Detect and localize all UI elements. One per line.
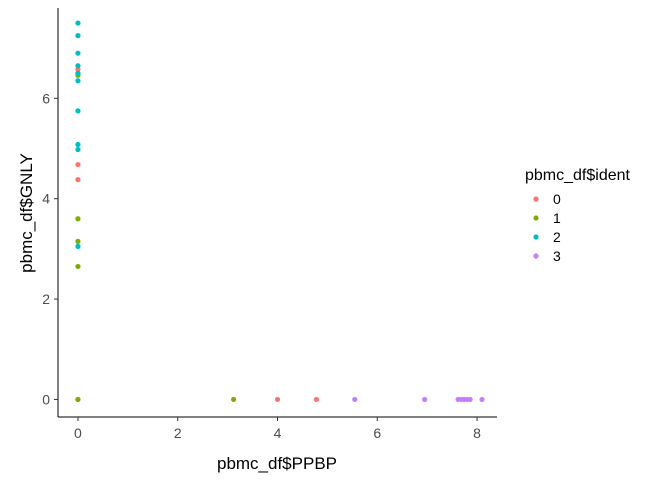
x-axis-ticks: 0 2 4 6 8 bbox=[74, 417, 481, 441]
x-tick-label-2: 4 bbox=[274, 425, 282, 441]
point-series-2-6 bbox=[75, 108, 81, 114]
y-tick-label-3: 6 bbox=[42, 90, 50, 106]
point-series-2-8 bbox=[75, 146, 81, 153]
legend-key-3 bbox=[533, 253, 539, 259]
y-axis-ticks: 0 2 4 6 bbox=[42, 90, 58, 407]
point-series-2-7 bbox=[75, 141, 81, 148]
point-series-3-0 bbox=[352, 396, 358, 403]
point-series-1-5 bbox=[231, 396, 237, 403]
point-series-1-2 bbox=[75, 238, 81, 244]
point-series-0-3 bbox=[75, 177, 81, 183]
point-series-1-3 bbox=[75, 263, 81, 270]
point-series-2-5 bbox=[75, 78, 81, 84]
legend-label-1: 1 bbox=[553, 210, 561, 226]
legend-title: pbmc_df$ident bbox=[525, 167, 631, 184]
x-axis-title: pbmc_df$PPBP bbox=[217, 454, 337, 473]
legend-key-1 bbox=[533, 215, 539, 221]
y-tick-label-0: 0 bbox=[42, 391, 50, 407]
x-tick-label-4: 8 bbox=[473, 425, 481, 441]
point-series-2-1 bbox=[75, 33, 81, 39]
legend-label-0: 0 bbox=[553, 191, 561, 207]
legend: pbmc_df$ident 0 1 2 3 bbox=[525, 167, 631, 264]
y-tick-label-2: 4 bbox=[42, 191, 50, 207]
legend-label-3: 3 bbox=[553, 248, 561, 264]
point-series-0-5 bbox=[274, 396, 281, 403]
point-series-1-1 bbox=[75, 216, 81, 222]
point-series-2-4 bbox=[75, 70, 81, 76]
legend-key-2 bbox=[533, 234, 539, 240]
point-series-1-4 bbox=[75, 396, 81, 403]
point-series-2-3 bbox=[75, 63, 81, 69]
points-layer bbox=[75, 20, 485, 403]
point-series-3-7 bbox=[479, 396, 485, 403]
point-series-2-9 bbox=[75, 243, 81, 249]
point-series-2-2 bbox=[75, 50, 81, 56]
point-series-0-2 bbox=[75, 161, 81, 168]
x-tick-label-0: 0 bbox=[74, 425, 82, 441]
y-tick-label-1: 2 bbox=[42, 291, 50, 307]
x-tick-label-1: 2 bbox=[174, 425, 182, 441]
x-tick-label-3: 6 bbox=[373, 425, 381, 441]
point-series-0-6 bbox=[313, 396, 320, 403]
legend-key-0 bbox=[533, 196, 539, 202]
y-axis-title: pbmc_df$GNLY bbox=[17, 153, 36, 273]
point-series-2-0 bbox=[75, 20, 81, 26]
point-series-3-6 bbox=[467, 396, 473, 403]
legend-label-2: 2 bbox=[553, 229, 561, 245]
point-series-3-1 bbox=[422, 396, 428, 403]
